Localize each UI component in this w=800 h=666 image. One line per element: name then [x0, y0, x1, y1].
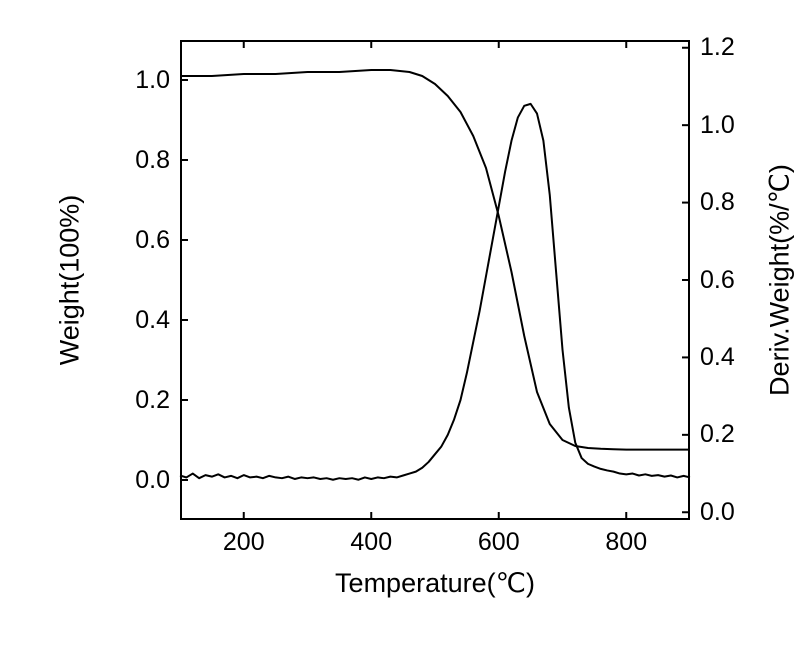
y-axis-right-label: Deriv.Weight(%/℃): [765, 164, 796, 396]
x-axis-label: Temperature(℃): [335, 568, 535, 599]
y-left-tick-label: 0.4: [135, 306, 170, 335]
y-right-tick-label: 0.6: [700, 266, 735, 295]
y-left-tick-label: 0.0: [135, 466, 170, 495]
y-left-tick-label: 0.8: [135, 146, 170, 175]
y-right-tick-label: 0.8: [700, 188, 735, 217]
y-right-tick-label: 0.0: [700, 498, 735, 527]
y-axis-left-label: Weight(100%): [55, 195, 86, 366]
y-left-tick-label: 0.2: [135, 386, 170, 415]
y-left-tick-label: 1.0: [135, 66, 170, 95]
x-tick-label: 200: [219, 528, 269, 557]
tga-dtg-chart: Temperature(℃) Weight(100%) Deriv.Weight…: [0, 0, 800, 666]
x-tick-label: 800: [601, 528, 651, 557]
y-right-tick-label: 1.0: [700, 111, 735, 140]
y-right-tick-label: 1.2: [700, 33, 735, 62]
x-tick-label: 600: [474, 528, 524, 557]
y-right-tick-label: 0.2: [700, 420, 735, 449]
plot-area: [180, 40, 690, 520]
x-tick-label: 400: [346, 528, 396, 557]
y-left-tick-label: 0.6: [135, 226, 170, 255]
y-right-tick-label: 0.4: [700, 343, 735, 372]
